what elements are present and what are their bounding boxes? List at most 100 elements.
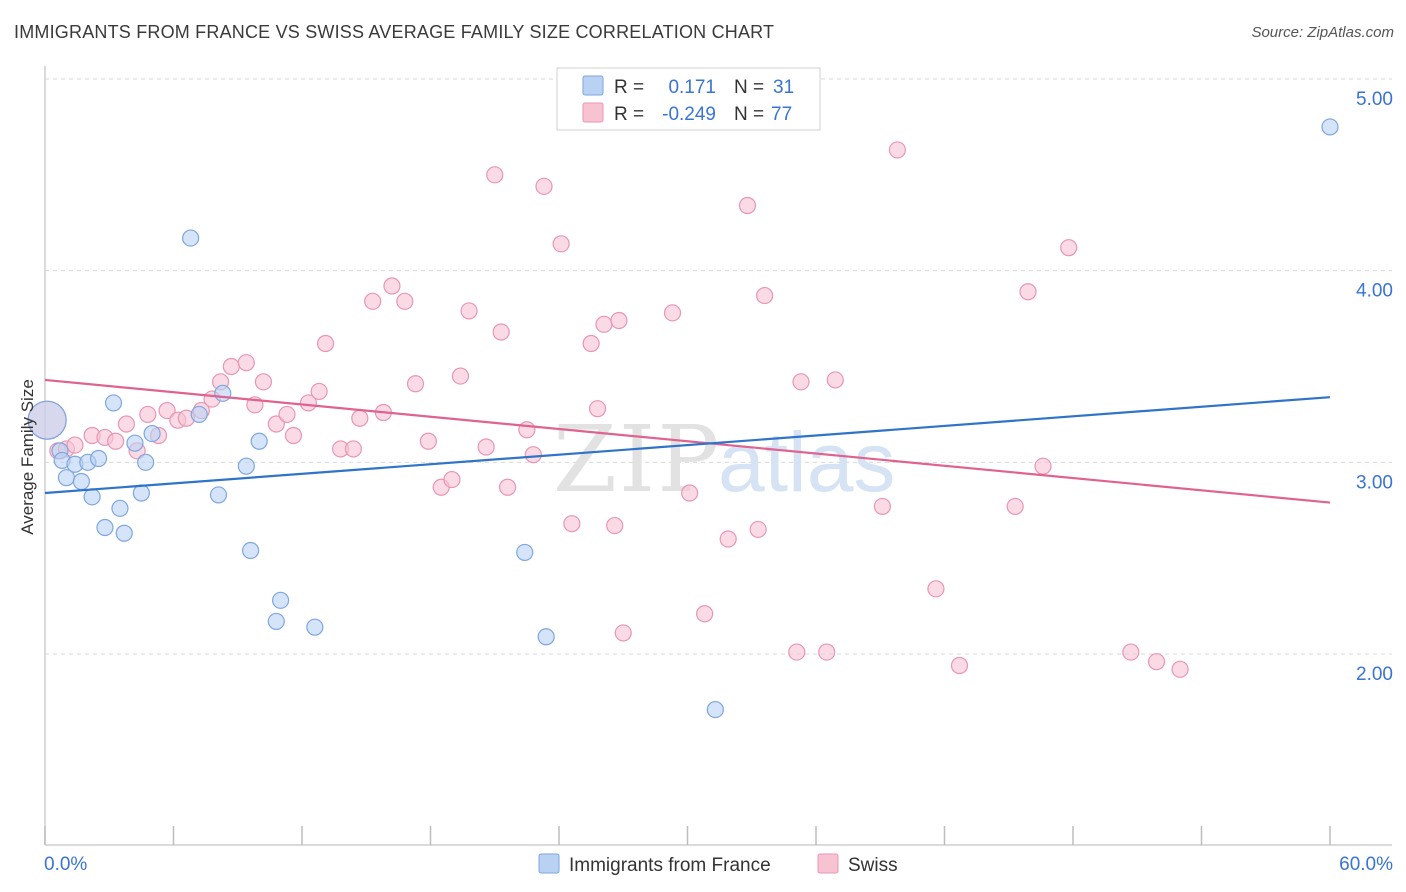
france-point bbox=[27, 400, 67, 440]
y-tick-label-5: 5.00 bbox=[1356, 89, 1393, 110]
swiss-point bbox=[222, 357, 240, 376]
stats-r-value-1: 0.171 bbox=[668, 77, 716, 98]
france-point bbox=[267, 612, 285, 631]
swiss-point bbox=[460, 302, 478, 320]
swiss-point bbox=[139, 405, 157, 424]
swiss-point bbox=[524, 446, 542, 464]
france-point bbox=[143, 424, 161, 443]
swiss-point bbox=[66, 436, 84, 454]
swiss-point bbox=[383, 277, 401, 295]
france-points bbox=[27, 118, 1339, 719]
legend: Immigrants from France Swiss bbox=[538, 853, 898, 876]
france-point bbox=[537, 628, 555, 646]
swiss-point bbox=[606, 516, 624, 535]
france-point bbox=[126, 434, 144, 452]
swiss-point bbox=[582, 334, 600, 353]
swiss-point bbox=[1147, 653, 1166, 671]
france-point bbox=[115, 524, 133, 542]
swiss-point bbox=[1122, 643, 1140, 661]
swiss-point bbox=[719, 530, 737, 548]
france-point bbox=[271, 591, 290, 609]
axes bbox=[44, 66, 1392, 846]
swiss-point bbox=[1019, 283, 1037, 301]
stats-n-value-1: 31 bbox=[773, 77, 794, 98]
swiss-point bbox=[419, 432, 437, 450]
legend-item-france[interactable]: Immigrants from France bbox=[538, 853, 771, 876]
france-point bbox=[104, 394, 123, 412]
stats-box: R = 0.171 N = 31 R = -0.249 N = 77 bbox=[556, 67, 821, 131]
swiss-point bbox=[614, 624, 632, 642]
swiss-point bbox=[826, 371, 844, 389]
stats-r-label-1: R = bbox=[614, 77, 644, 98]
trend-lines bbox=[44, 378, 1331, 504]
legend-label-france: Immigrants from France bbox=[569, 855, 771, 876]
swiss-point bbox=[1034, 457, 1052, 475]
swiss-point bbox=[818, 643, 836, 661]
france-point bbox=[72, 472, 91, 491]
swiss-point bbox=[535, 177, 553, 195]
swiss-point bbox=[1006, 497, 1024, 516]
france-point bbox=[83, 488, 101, 506]
y-tick-label-4: 4.00 bbox=[1356, 281, 1393, 302]
swiss-point bbox=[344, 440, 362, 458]
swiss-point bbox=[595, 315, 613, 333]
swiss-point bbox=[267, 415, 285, 433]
chart-title: IMMIGRANTS FROM FRANCE VS SWISS AVERAGE … bbox=[14, 22, 775, 42]
y-tick-label-2: 2.00 bbox=[1356, 664, 1393, 685]
stats-r-value-2: -0.249 bbox=[662, 104, 716, 125]
swiss-point bbox=[486, 166, 504, 184]
legend-label-swiss: Swiss bbox=[848, 855, 898, 876]
swiss-point bbox=[443, 470, 461, 489]
swiss-point bbox=[406, 375, 425, 393]
stats-n-value-2: 77 bbox=[771, 104, 792, 125]
swiss-point bbox=[552, 235, 570, 253]
gridlines bbox=[45, 78, 1392, 655]
swiss-point bbox=[284, 426, 303, 445]
swiss-point bbox=[477, 438, 495, 456]
swiss-point bbox=[588, 400, 607, 418]
swiss-point bbox=[451, 367, 470, 385]
swiss-point bbox=[299, 394, 318, 412]
swiss-point bbox=[117, 415, 135, 433]
swiss-point bbox=[1171, 660, 1189, 678]
swiss-point bbox=[927, 580, 945, 598]
x-axis-ticks bbox=[44, 826, 1331, 845]
swiss-point bbox=[492, 323, 510, 341]
swiss-point bbox=[696, 605, 714, 623]
swiss-point bbox=[610, 311, 628, 330]
swiss-point bbox=[738, 196, 757, 215]
swiss-point bbox=[237, 354, 255, 372]
swiss-point bbox=[396, 292, 414, 310]
stats-swatch-blue bbox=[582, 75, 604, 96]
swiss-point bbox=[316, 334, 335, 353]
france-point bbox=[1321, 118, 1339, 136]
swiss-point bbox=[788, 643, 806, 661]
swiss-point bbox=[364, 292, 382, 310]
swiss-point bbox=[950, 656, 969, 675]
stats-swatch-pink bbox=[582, 102, 604, 123]
swiss-point bbox=[563, 515, 581, 533]
france-point bbox=[132, 484, 150, 502]
france-point bbox=[111, 499, 129, 517]
swiss-point bbox=[888, 141, 906, 159]
legend-swatch-france bbox=[538, 853, 560, 874]
france-point bbox=[214, 384, 232, 402]
france-point bbox=[706, 700, 724, 719]
y-axis-tick-labels: 2.00 3.00 4.00 5.00 bbox=[1356, 89, 1393, 685]
swiss-point bbox=[755, 286, 774, 305]
stats-r-label-2: R = bbox=[614, 104, 644, 125]
france-point bbox=[209, 486, 228, 504]
stats-n-label-1: N = bbox=[734, 77, 764, 98]
swiss-point bbox=[1060, 239, 1078, 257]
swiss-point bbox=[518, 421, 536, 439]
swiss-point bbox=[681, 484, 699, 502]
france-point bbox=[137, 453, 155, 471]
legend-item-swiss[interactable]: Swiss bbox=[817, 853, 898, 876]
swiss-point bbox=[158, 401, 176, 420]
france-point bbox=[516, 543, 534, 562]
swiss-point bbox=[278, 405, 296, 424]
france-point bbox=[89, 449, 108, 468]
france-point bbox=[190, 405, 208, 424]
swiss-point bbox=[792, 373, 810, 391]
